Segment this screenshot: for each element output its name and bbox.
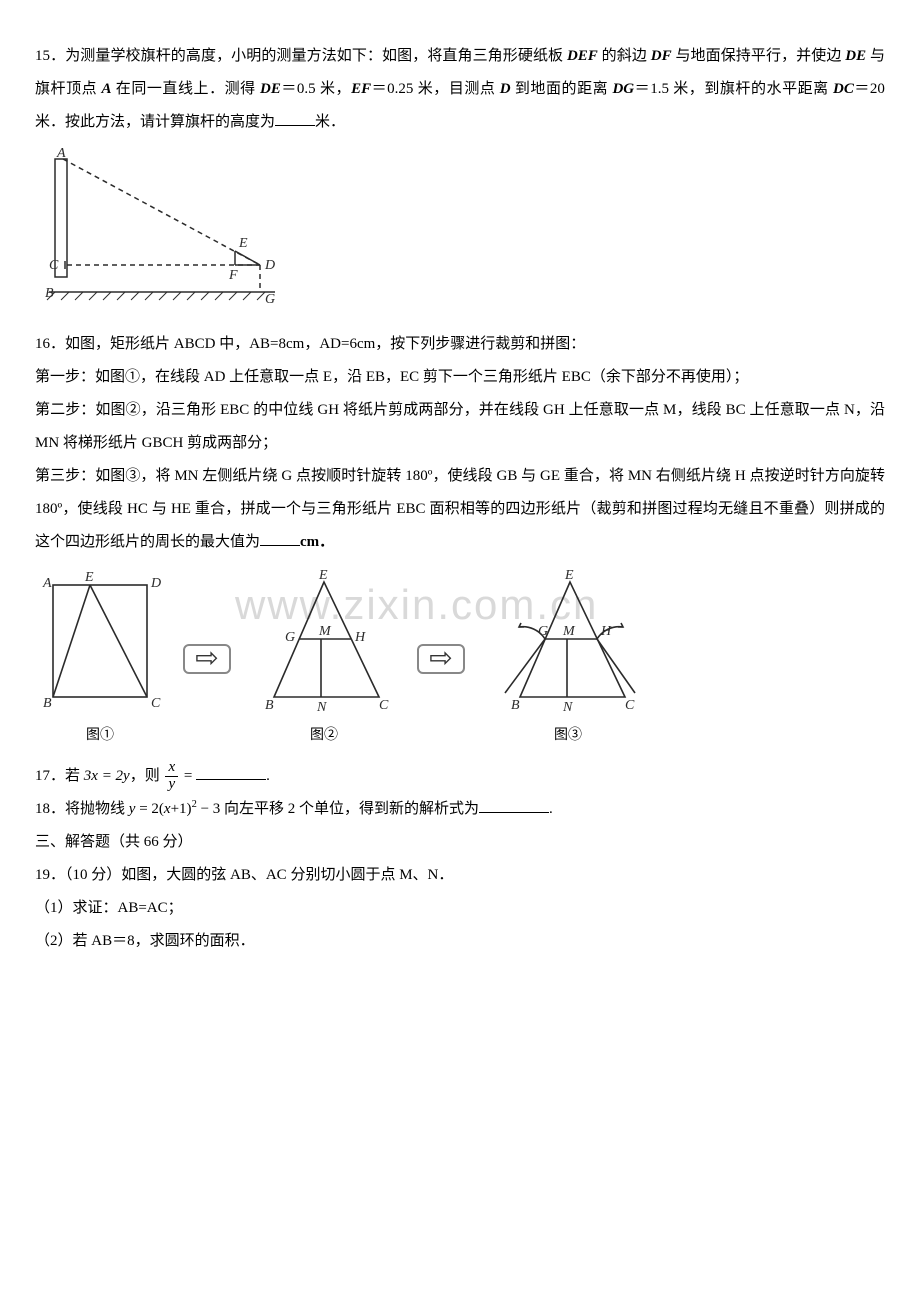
svg-text:H: H	[600, 624, 612, 639]
svg-text:D: D	[150, 576, 161, 591]
svg-text:M: M	[318, 624, 332, 639]
q16-fig2: E G M H B N C 图②	[249, 567, 399, 752]
svg-text:E: E	[238, 236, 248, 251]
q17-blank	[196, 764, 266, 780]
q16-l1: 16．如图，矩形纸片 ABCD 中，AB=8cm，AD=6cm，按下列步骤进行裁…	[35, 328, 885, 361]
svg-text:C: C	[49, 258, 59, 273]
q17-text: 17．若 3x = 2y，则 x y = .	[35, 760, 885, 793]
q16-fig1: A E D B C 图①	[35, 567, 165, 752]
arrow-icon: ⇨	[417, 644, 465, 674]
svg-text:N: N	[562, 700, 573, 715]
svg-text:D: D	[264, 258, 275, 273]
q18-blank	[479, 797, 549, 813]
q16-l4: 第三步：如图③，将 MN 左侧纸片绕 G 点按顺时针旋转 180º，使线段 GB…	[35, 460, 885, 559]
svg-text:B: B	[265, 698, 274, 713]
q16-blank	[260, 530, 300, 546]
q16-figure-row: www.zixin.com.cn A E D B C 图① ⇨	[35, 567, 885, 752]
svg-text:B: B	[45, 286, 54, 301]
q18-text: 18．将抛物线 y = 2(x+1)2 − 3 向左平移 2 个单位，得到新的解…	[35, 793, 885, 826]
svg-text:B: B	[511, 698, 520, 713]
svg-text:G: G	[285, 630, 295, 645]
q19-l3: （2）若 AB＝8，求圆环的面积．	[35, 925, 885, 958]
svg-text:N: N	[316, 700, 327, 715]
q15-num: 15．	[35, 48, 65, 64]
svg-text:G: G	[265, 292, 275, 307]
svg-text:H: H	[354, 630, 366, 645]
q19-l2: （1）求证：AB=AC；	[35, 892, 885, 925]
section3-heading: 三、解答题（共 66 分）	[35, 826, 885, 859]
arrow-icon: ⇨	[183, 644, 231, 674]
q15-text: 15．为测量学校旗杆的高度，小明的测量方法如下：如图，将直角三角形硬纸板 DEF…	[35, 40, 885, 139]
q16-l3: 第二步：如图②，沿三角形 EBC 的中位线 GH 将纸片剪成两部分，并在线段 G…	[35, 394, 885, 460]
q15-figure: A B C D E F G	[35, 147, 885, 320]
svg-text:C: C	[625, 698, 635, 713]
q15-blank	[275, 110, 315, 126]
svg-text:M: M	[562, 624, 576, 639]
q19-l1: 19．（10 分）如图，大圆的弦 AB、AC 分别切小圆于点 M、N．	[35, 859, 885, 892]
q16-l2: 第一步：如图①，在线段 AD 上任意取一点 E，沿 EB，EC 剪下一个三角形纸…	[35, 361, 885, 394]
svg-text:C: C	[379, 698, 389, 713]
svg-text:G: G	[538, 624, 548, 639]
svg-text:A: A	[56, 147, 66, 161]
svg-text:E: E	[84, 570, 94, 585]
q16-fig3: E G M H B N C 图③	[483, 567, 653, 752]
svg-text:C: C	[151, 696, 161, 711]
svg-text:E: E	[318, 568, 328, 583]
svg-text:B: B	[43, 696, 52, 711]
svg-text:F: F	[228, 268, 238, 283]
svg-text:E: E	[564, 568, 574, 583]
svg-text:A: A	[42, 576, 52, 591]
fraction: x y	[165, 760, 178, 793]
